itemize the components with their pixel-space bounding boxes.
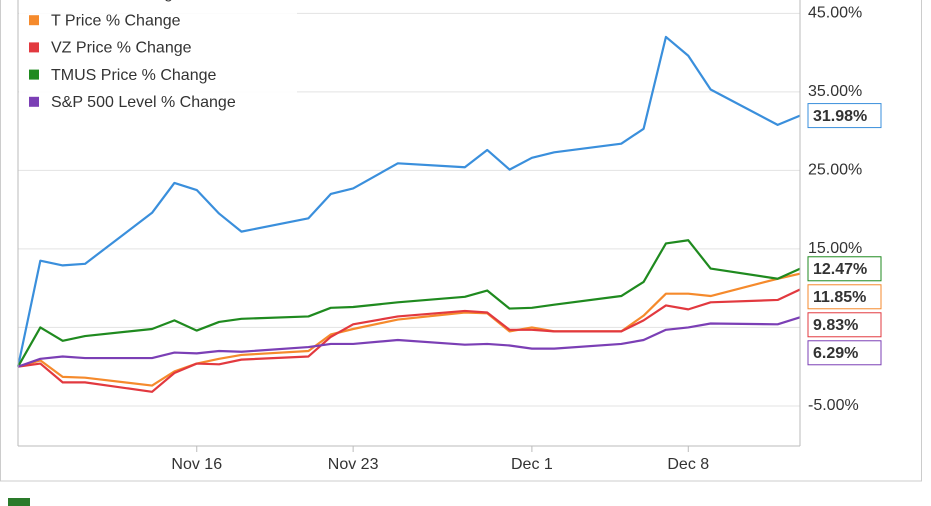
series-line xyxy=(17,272,801,387)
series-line xyxy=(17,316,801,368)
x-tick-label: Nov 16 xyxy=(171,456,222,473)
x-tick-label: Nov 23 xyxy=(328,456,379,473)
value-label-box xyxy=(807,340,882,366)
value-label: 31.98% xyxy=(813,108,867,125)
series-line xyxy=(17,239,801,368)
value-label: 6.29% xyxy=(813,345,858,362)
legend-label: VZ Price % Change xyxy=(51,40,192,57)
y-tick-label: 35.00% xyxy=(808,83,862,100)
legend-label: T Price % Change xyxy=(51,12,181,29)
series-line xyxy=(16,35,801,367)
value-label-box xyxy=(807,312,882,338)
series-line xyxy=(17,288,801,393)
y-tick-label: 15.00% xyxy=(808,240,862,257)
y-tick-label: -5.00% xyxy=(808,397,859,414)
legend-swatch xyxy=(29,69,39,80)
value-label-box xyxy=(807,103,882,129)
x-tick-label: Dec 8 xyxy=(667,456,709,473)
x-tick-label: Dec 1 xyxy=(511,456,553,473)
y-tick-label: 25.00% xyxy=(808,162,862,179)
y-tick-label: 45.00% xyxy=(808,5,862,22)
value-label-box xyxy=(807,256,882,282)
legend-swatch xyxy=(29,15,39,26)
legend-label: S&P 500 Level % Change xyxy=(51,94,236,111)
value-label: 9.83% xyxy=(813,317,858,334)
legend-label: S Price % Change xyxy=(51,0,182,2)
value-label: 12.47% xyxy=(813,261,867,278)
legend-swatch xyxy=(29,96,39,107)
legend-box xyxy=(19,0,297,121)
legend-swatch xyxy=(29,42,39,53)
legend-label: TMUS Price % Change xyxy=(51,67,216,84)
value-label-box xyxy=(807,284,882,310)
logo xyxy=(8,498,30,506)
frame xyxy=(0,0,922,482)
value-label: 11.85% xyxy=(813,289,866,306)
